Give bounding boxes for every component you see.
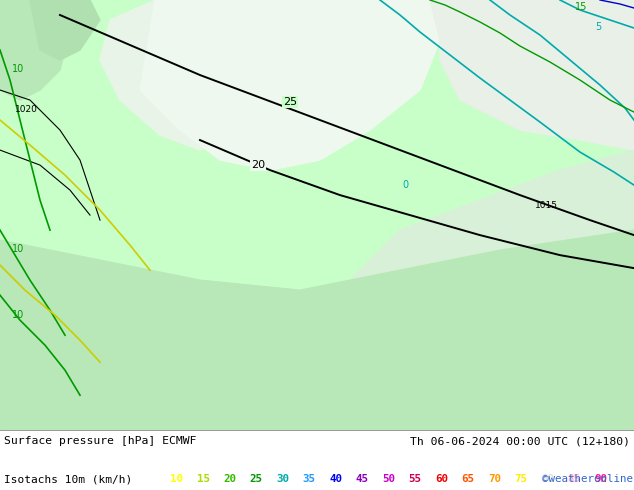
Text: 45: 45 bbox=[356, 474, 368, 484]
Text: Surface pressure [hPa] ECMWF: Surface pressure [hPa] ECMWF bbox=[4, 436, 197, 446]
Text: 10: 10 bbox=[12, 64, 24, 74]
Text: 15: 15 bbox=[197, 474, 209, 484]
Text: 5: 5 bbox=[595, 22, 601, 32]
Text: 65: 65 bbox=[462, 474, 474, 484]
Text: 15: 15 bbox=[575, 2, 587, 12]
Text: 1015: 1015 bbox=[535, 201, 558, 210]
Polygon shape bbox=[0, 0, 70, 100]
Text: 10: 10 bbox=[170, 474, 183, 484]
Text: 60: 60 bbox=[435, 474, 448, 484]
Text: Th 06-06-2024 00:00 UTC (12+180): Th 06-06-2024 00:00 UTC (12+180) bbox=[410, 436, 630, 446]
Text: Isotachs 10m (km/h): Isotachs 10m (km/h) bbox=[4, 474, 133, 484]
Polygon shape bbox=[100, 0, 290, 150]
Text: 20: 20 bbox=[251, 160, 265, 170]
Text: 0: 0 bbox=[402, 180, 408, 190]
Text: 35: 35 bbox=[302, 474, 316, 484]
Text: 75: 75 bbox=[515, 474, 527, 484]
Text: 25: 25 bbox=[250, 474, 262, 484]
Text: 20: 20 bbox=[223, 474, 236, 484]
Text: 30: 30 bbox=[276, 474, 289, 484]
Text: 40: 40 bbox=[329, 474, 342, 484]
Polygon shape bbox=[300, 150, 634, 430]
Text: ©weatheronline.co.uk: ©weatheronline.co.uk bbox=[542, 474, 634, 484]
Text: 10: 10 bbox=[12, 310, 24, 320]
Polygon shape bbox=[430, 0, 634, 150]
Text: 10: 10 bbox=[12, 244, 24, 254]
Polygon shape bbox=[140, 0, 440, 170]
Polygon shape bbox=[30, 0, 100, 60]
Polygon shape bbox=[0, 230, 634, 430]
Text: 1020: 1020 bbox=[15, 105, 38, 114]
Text: 90: 90 bbox=[594, 474, 607, 484]
Text: 55: 55 bbox=[408, 474, 422, 484]
Text: 25: 25 bbox=[283, 97, 297, 107]
Text: 80: 80 bbox=[541, 474, 554, 484]
Text: 70: 70 bbox=[488, 474, 501, 484]
Text: 85: 85 bbox=[567, 474, 581, 484]
Text: 50: 50 bbox=[382, 474, 395, 484]
